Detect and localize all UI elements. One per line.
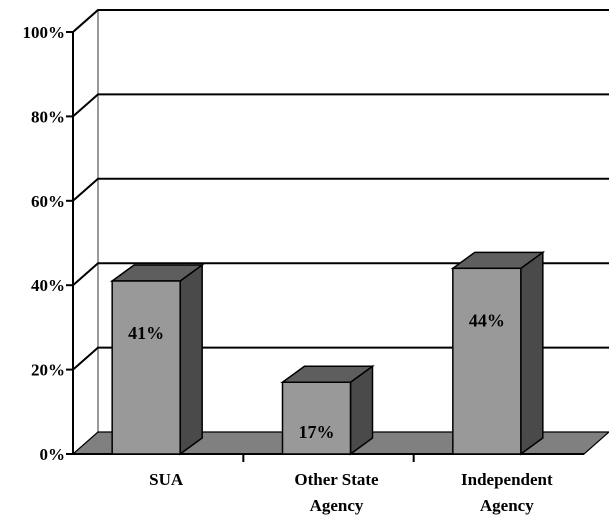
bar-data-label: 41% xyxy=(128,323,164,343)
bar-2 xyxy=(280,364,375,456)
y-tick-label: 80% xyxy=(31,107,65,126)
gridline-60pct xyxy=(72,177,609,202)
x-category-label-line: Agency xyxy=(310,496,364,515)
gridline-40pct xyxy=(72,262,609,286)
bar-3 xyxy=(450,250,546,456)
y-axis-tick-labels: 0% 20% 40% 60% 80% 100% xyxy=(23,23,66,464)
gridlines xyxy=(72,9,609,371)
bar-data-label: 17% xyxy=(299,422,335,442)
bars: 41% 17% 44% xyxy=(109,250,546,456)
bar-1 xyxy=(109,263,205,456)
x-category-label-line: Agency xyxy=(480,496,534,515)
gridline-80pct xyxy=(72,93,609,118)
bar-front-face xyxy=(111,280,181,455)
x-category-label-line: Other State xyxy=(294,470,379,489)
x-category-label: Independent Agency xyxy=(461,470,553,515)
gridline-100pct xyxy=(72,9,609,33)
bar-front-face xyxy=(281,381,352,455)
bar-side-face xyxy=(179,263,203,456)
gridline-20pct xyxy=(72,346,609,371)
y-tick-label: 100% xyxy=(23,23,66,42)
y-tick-label: 20% xyxy=(31,361,65,380)
x-category-label: Other State Agency xyxy=(294,470,379,515)
bar-data-label: 44% xyxy=(469,310,505,330)
x-category-label: SUA xyxy=(149,470,184,489)
bar-front-face xyxy=(452,267,522,455)
y-tick-label: 60% xyxy=(31,192,65,211)
x-category-label-line: SUA xyxy=(149,470,184,489)
bar-side-face xyxy=(520,250,544,456)
x-axis-category-labels: SUA Other State Agency Independent Agency xyxy=(149,470,553,515)
y-tick-label: 0% xyxy=(40,445,66,464)
x-category-label-line: Independent xyxy=(461,470,553,489)
y-tick-label: 40% xyxy=(31,276,65,295)
chart-walls xyxy=(72,9,99,432)
